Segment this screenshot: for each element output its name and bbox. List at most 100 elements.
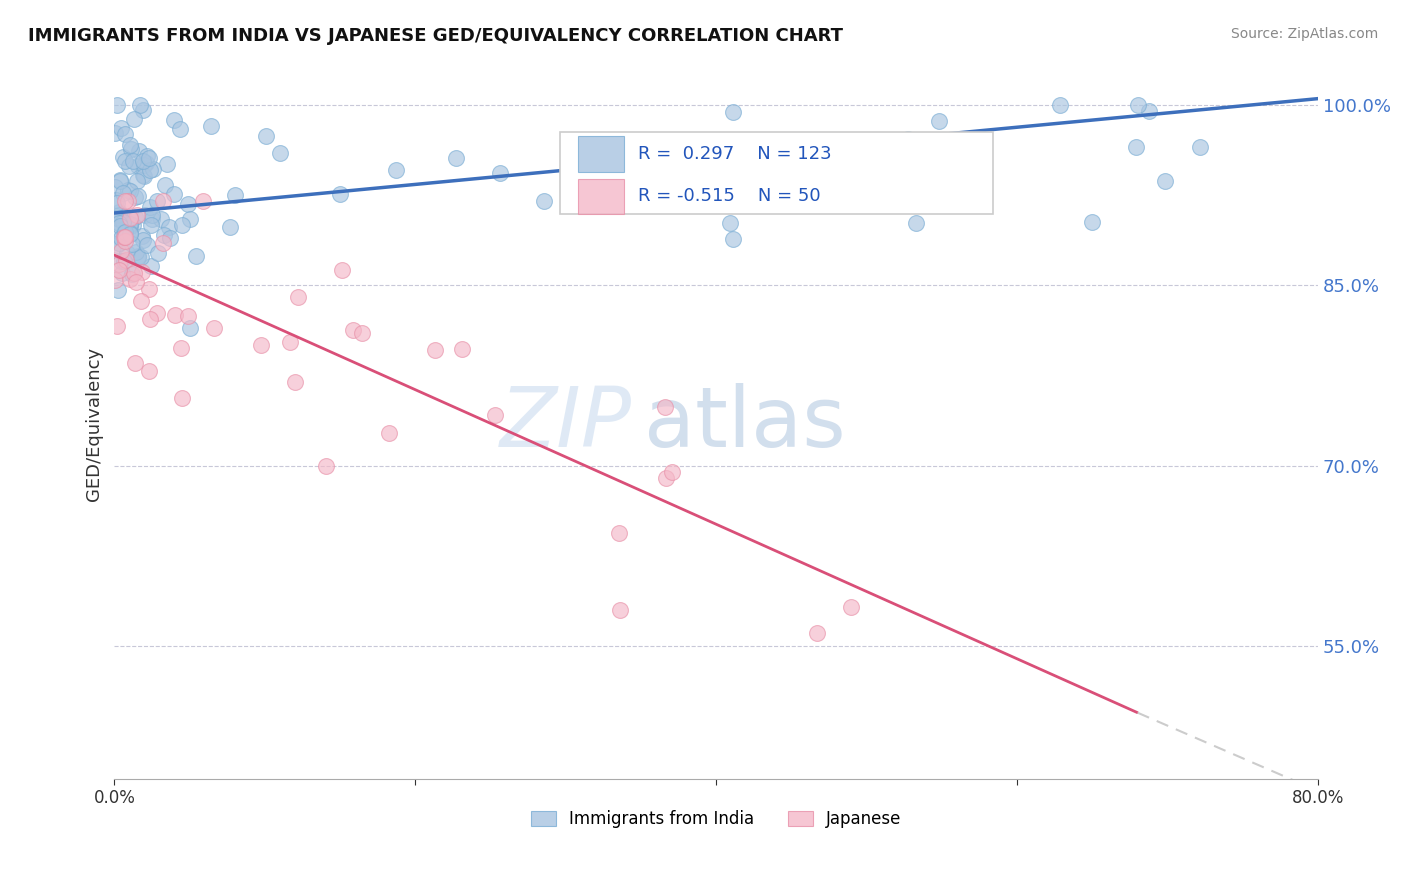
Point [444, 151, 467, 165]
Point [142, 162, 165, 177]
Text: R = -0.515    N = 50: R = -0.515 N = 50 [638, 187, 821, 205]
Point [104, 221, 127, 235]
Point [110, 231, 132, 245]
Point [644, 186, 666, 201]
Point [1081, 215, 1104, 229]
Point [159, 231, 181, 245]
Point [661, 465, 683, 479]
Point [139, 311, 162, 326]
Point [138, 151, 160, 165]
Point [484, 409, 506, 423]
Point [315, 458, 337, 473]
Point [115, 252, 138, 267]
Point [138, 282, 160, 296]
Point [1137, 103, 1160, 118]
Point [860, 145, 883, 159]
Point [118, 184, 141, 198]
Point [112, 230, 135, 244]
Point [108, 216, 131, 230]
Text: IMMIGRANTS FROM INDIA VS JAPANESE GED/EQUIVALENCY CORRELATION CHART: IMMIGRANTS FROM INDIA VS JAPANESE GED/EQ… [28, 27, 844, 45]
Point [107, 211, 129, 226]
Point [120, 226, 142, 240]
Point [105, 237, 128, 252]
Point [385, 162, 408, 177]
Point [184, 249, 207, 263]
Point [721, 105, 744, 120]
Point [149, 211, 172, 226]
Legend: Immigrants from India, Japanese: Immigrants from India, Japanese [524, 803, 908, 835]
Point [450, 343, 472, 357]
Point [117, 159, 139, 173]
Point [124, 244, 146, 259]
Point [132, 158, 155, 172]
Point [179, 320, 201, 334]
Point [122, 218, 145, 232]
Point [156, 157, 179, 171]
Point [108, 219, 131, 233]
Point [153, 227, 176, 242]
Point [110, 121, 132, 136]
Point [423, 343, 446, 357]
Point [179, 212, 201, 227]
Point [104, 180, 127, 194]
Point [170, 392, 193, 406]
Point [155, 178, 177, 192]
Point [120, 142, 142, 156]
Point [117, 194, 139, 208]
Point [136, 149, 159, 163]
Point [287, 291, 309, 305]
Point [104, 126, 127, 140]
Point [107, 208, 129, 222]
Point [124, 210, 146, 224]
Point [139, 218, 162, 232]
Point [127, 250, 149, 264]
Point [163, 112, 186, 127]
Point [118, 227, 141, 241]
Point [108, 174, 131, 188]
Point [139, 162, 162, 177]
Point [132, 169, 155, 183]
Point [104, 273, 127, 287]
Point [129, 250, 152, 264]
Point [718, 216, 741, 230]
Point [124, 190, 146, 204]
Point [131, 233, 153, 247]
Point [117, 245, 139, 260]
Point [806, 625, 828, 640]
Point [1126, 97, 1149, 112]
Text: atlas: atlas [644, 384, 846, 464]
Point [839, 599, 862, 614]
Point [105, 211, 128, 225]
Point [141, 208, 163, 222]
Point [132, 153, 155, 168]
Point [157, 219, 180, 234]
Point [125, 275, 148, 289]
Text: Source: ZipAtlas.com: Source: ZipAtlas.com [1230, 27, 1378, 41]
Point [114, 229, 136, 244]
Point [104, 193, 127, 207]
Point [163, 186, 186, 201]
Point [110, 253, 132, 268]
Point [191, 194, 214, 208]
Point [131, 265, 153, 279]
Point [111, 266, 134, 280]
Text: ZIP: ZIP [501, 384, 633, 464]
Point [132, 169, 155, 183]
Point [146, 194, 169, 209]
Point [105, 319, 128, 334]
Point [111, 151, 134, 165]
Point [127, 159, 149, 173]
Point [177, 309, 200, 323]
Point [124, 356, 146, 370]
Point [108, 263, 131, 277]
Point [127, 209, 149, 223]
Point [609, 525, 631, 540]
Point [114, 153, 136, 168]
Point [721, 231, 744, 245]
Point [129, 97, 152, 112]
Point [120, 212, 142, 227]
Point [170, 218, 193, 232]
Y-axis label: GED/Equivalency: GED/Equivalency [86, 347, 103, 500]
Point [254, 128, 277, 143]
Point [897, 132, 920, 146]
